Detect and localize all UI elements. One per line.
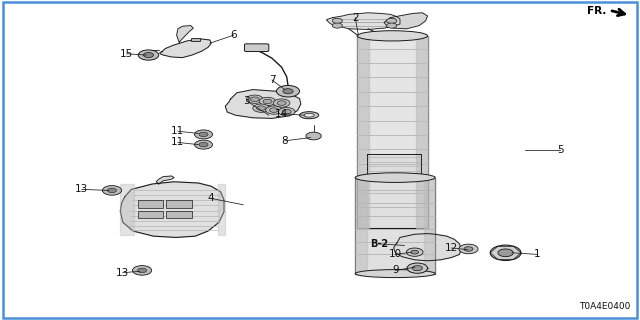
Polygon shape bbox=[120, 182, 224, 237]
Circle shape bbox=[195, 140, 212, 149]
Circle shape bbox=[263, 99, 272, 104]
Circle shape bbox=[259, 97, 276, 106]
Circle shape bbox=[266, 106, 282, 114]
Circle shape bbox=[138, 268, 147, 273]
Polygon shape bbox=[156, 176, 174, 184]
Circle shape bbox=[138, 50, 159, 60]
Circle shape bbox=[282, 109, 291, 114]
Text: 1: 1 bbox=[534, 249, 541, 260]
Circle shape bbox=[132, 266, 152, 275]
Circle shape bbox=[246, 95, 263, 103]
Circle shape bbox=[411, 250, 419, 254]
Polygon shape bbox=[367, 154, 421, 176]
Bar bbox=[191, 38, 200, 41]
Circle shape bbox=[283, 89, 293, 94]
Polygon shape bbox=[177, 26, 193, 42]
Circle shape bbox=[250, 97, 259, 101]
Circle shape bbox=[273, 99, 290, 107]
Ellipse shape bbox=[304, 113, 314, 117]
Circle shape bbox=[277, 101, 286, 105]
Text: 11: 11 bbox=[172, 126, 184, 136]
Text: T0A4E0400: T0A4E0400 bbox=[579, 302, 630, 311]
Polygon shape bbox=[160, 39, 211, 58]
Text: 13: 13 bbox=[76, 184, 88, 195]
Text: 9: 9 bbox=[392, 265, 399, 276]
Text: B-2: B-2 bbox=[370, 239, 388, 249]
Text: FR.: FR. bbox=[588, 6, 607, 16]
Text: 5: 5 bbox=[557, 145, 563, 156]
Bar bbox=[166, 211, 192, 218]
Text: 3: 3 bbox=[243, 96, 250, 106]
Circle shape bbox=[387, 23, 397, 28]
Circle shape bbox=[195, 130, 212, 139]
Text: 13: 13 bbox=[116, 268, 129, 278]
Circle shape bbox=[406, 248, 423, 256]
Text: 14: 14 bbox=[275, 108, 288, 119]
Circle shape bbox=[199, 132, 208, 137]
Circle shape bbox=[306, 132, 321, 140]
Bar bbox=[166, 200, 192, 208]
Polygon shape bbox=[384, 13, 428, 29]
Text: 4: 4 bbox=[208, 193, 214, 204]
Polygon shape bbox=[394, 234, 461, 261]
Polygon shape bbox=[355, 178, 435, 274]
Circle shape bbox=[459, 244, 478, 254]
Circle shape bbox=[332, 18, 342, 23]
Circle shape bbox=[269, 108, 278, 112]
Text: 2: 2 bbox=[352, 12, 358, 23]
Bar bbox=[138, 211, 163, 218]
Text: 8: 8 bbox=[282, 136, 288, 146]
Text: 7: 7 bbox=[269, 75, 275, 85]
Text: 10: 10 bbox=[389, 249, 402, 260]
Circle shape bbox=[412, 266, 422, 271]
Circle shape bbox=[108, 188, 116, 193]
Text: 15: 15 bbox=[120, 49, 133, 59]
Circle shape bbox=[257, 106, 266, 110]
FancyBboxPatch shape bbox=[244, 44, 269, 52]
Circle shape bbox=[498, 249, 513, 257]
Ellipse shape bbox=[355, 173, 435, 182]
Text: 6: 6 bbox=[230, 30, 237, 40]
Polygon shape bbox=[225, 90, 301, 118]
Text: 11: 11 bbox=[172, 137, 184, 148]
Bar bbox=[138, 200, 163, 208]
Polygon shape bbox=[357, 36, 428, 228]
Circle shape bbox=[387, 18, 397, 23]
Ellipse shape bbox=[357, 31, 428, 41]
Circle shape bbox=[464, 247, 473, 251]
Circle shape bbox=[253, 104, 269, 112]
Ellipse shape bbox=[300, 112, 319, 119]
Circle shape bbox=[143, 52, 154, 58]
Circle shape bbox=[278, 108, 295, 116]
Polygon shape bbox=[326, 13, 400, 29]
Circle shape bbox=[276, 85, 300, 97]
Circle shape bbox=[332, 23, 342, 28]
Circle shape bbox=[490, 245, 521, 260]
Circle shape bbox=[199, 142, 208, 147]
Ellipse shape bbox=[355, 269, 435, 278]
Circle shape bbox=[102, 186, 122, 195]
Text: 12: 12 bbox=[445, 243, 458, 253]
Circle shape bbox=[407, 263, 428, 273]
